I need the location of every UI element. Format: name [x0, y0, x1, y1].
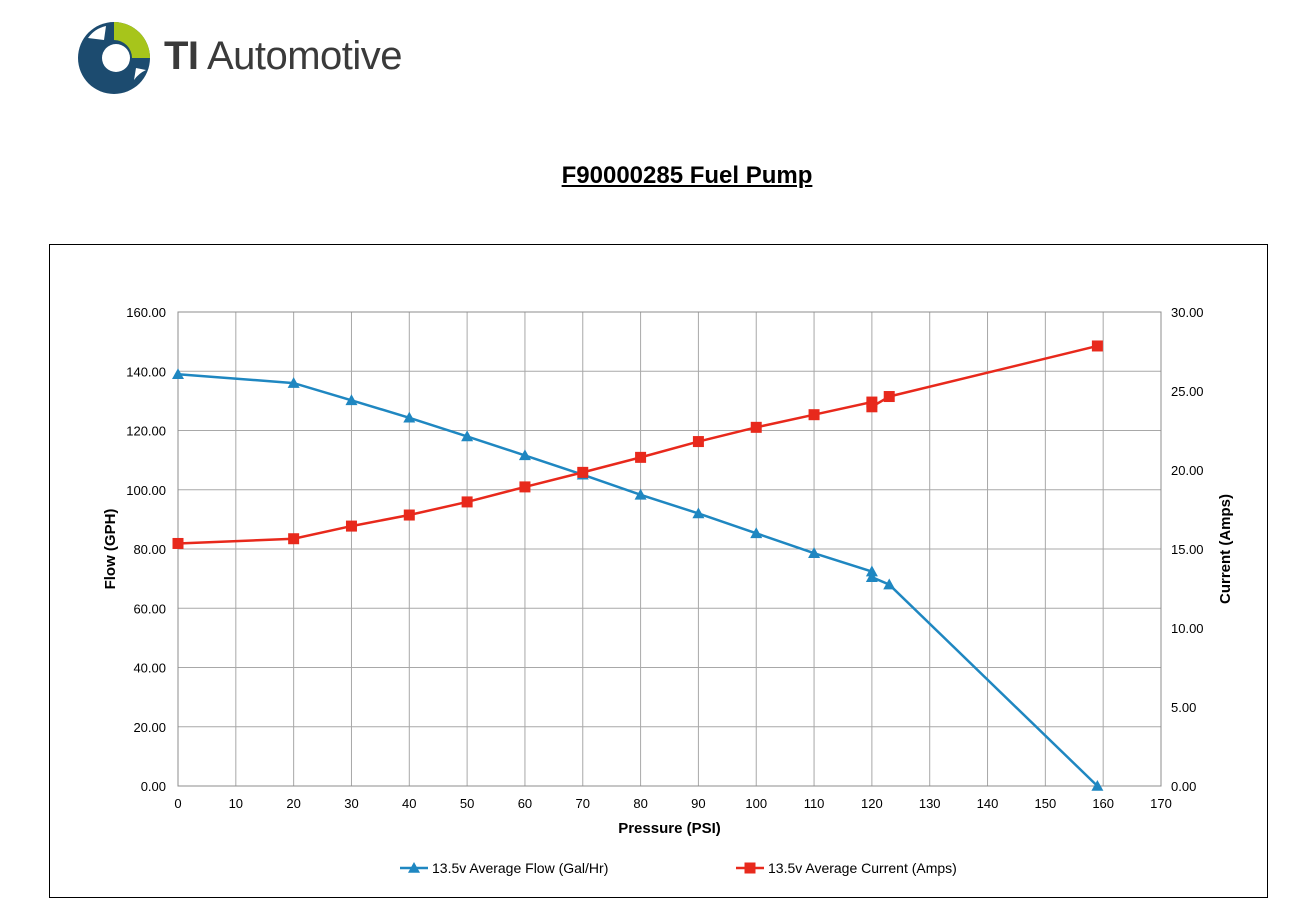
brand-name-bold: TI	[164, 34, 199, 78]
x-tick-label: 40	[402, 796, 416, 811]
data-point-square	[288, 533, 300, 545]
data-point-square	[883, 391, 895, 403]
data-point-triangle	[808, 547, 821, 558]
chart-legend: 13.5v Average Flow (Gal/Hr) 13.5v Average…	[400, 860, 957, 876]
data-point-square	[1091, 340, 1103, 352]
data-point-square	[692, 436, 704, 448]
data-point-triangle	[634, 488, 647, 500]
data-point-triangle	[403, 411, 416, 423]
y2-tick-label: 0.00	[1171, 779, 1196, 794]
chart-ticks: 0 10 20 30 40 50 60 70 80 90 100 110 120 130 140 150 160…	[126, 305, 1203, 811]
chart-markers	[172, 340, 1104, 791]
y-tick-label: 60.00	[133, 601, 166, 616]
y-tick-label: 160.00	[126, 305, 166, 320]
y-axis-title: Flow (GPH)	[102, 509, 119, 590]
y2-tick-label: 5.00	[1171, 700, 1196, 715]
x-tick-label: 70	[576, 796, 590, 811]
y-tick-label: 20.00	[133, 720, 166, 735]
y-tick-label: 0.00	[141, 779, 166, 794]
data-point-triangle	[408, 862, 420, 873]
data-point-triangle	[1091, 780, 1104, 791]
legend-label-1: 13.5v Average Current (Amps)	[768, 860, 957, 876]
y2-axis-title: Current (Amps)	[1217, 494, 1234, 604]
plot-area-border	[177, 311, 1162, 787]
y2-tick-label: 30.00	[1171, 305, 1204, 320]
chart-lines	[177, 344, 1099, 787]
data-point-square	[345, 520, 357, 532]
fuel-pump-chart: 0 10 20 30 40 50 60 70 80 90 100 110 120 130 140 150 160…	[102, 305, 1234, 876]
y-tick-label: 120.00	[126, 424, 166, 439]
y2-tick-label: 25.00	[1171, 384, 1204, 399]
ti-automotive-logo-icon	[78, 22, 150, 94]
x-tick-label: 60	[518, 796, 532, 811]
chart-frame: 0 10 20 30 40 50 60 70 80 90 100 110 120 130 140 150 160…	[49, 244, 1268, 898]
data-point-triangle	[865, 565, 878, 577]
x-tick-label: 0	[174, 796, 181, 811]
brand-logo	[76, 18, 416, 98]
x-tick-label: 140	[977, 796, 999, 811]
series-line-0	[177, 372, 1099, 787]
data-point-triangle	[750, 527, 763, 539]
x-tick-label: 30	[344, 796, 358, 811]
x-tick-label: 170	[1150, 796, 1172, 811]
y2-tick-label: 15.00	[1171, 542, 1204, 557]
brand-name: TI Automotive	[164, 34, 403, 79]
x-tick-label: 100	[745, 796, 767, 811]
y2-tick-label: 10.00	[1171, 621, 1204, 636]
legend-label-0: 13.5v Average Flow (Gal/Hr)	[432, 860, 608, 876]
x-tick-label: 90	[691, 796, 705, 811]
data-point-square	[635, 451, 647, 463]
y-tick-label: 40.00	[133, 661, 166, 676]
chart-title: F90000285 Fuel Pump	[561, 162, 813, 189]
data-point-square	[744, 862, 756, 874]
series-line-1	[177, 344, 1098, 545]
y-tick-label: 80.00	[133, 542, 166, 557]
data-point-triangle	[172, 368, 184, 380]
data-point-triangle	[692, 507, 705, 519]
data-point-triangle	[287, 377, 300, 388]
data-point-square	[750, 421, 762, 433]
data-point-square	[461, 496, 473, 508]
chart-grid	[177, 311, 1162, 787]
x-tick-label: 10	[229, 796, 243, 811]
x-tick-label: 80	[633, 796, 647, 811]
x-tick-label: 130	[919, 796, 941, 811]
y-tick-label: 100.00	[126, 483, 166, 498]
brand-name-rest: Automotive	[198, 34, 403, 78]
data-point-square	[577, 466, 589, 478]
data-point-triangle	[883, 578, 896, 590]
x-axis-title: Pressure (PSI)	[618, 820, 721, 837]
x-tick-label: 20	[286, 796, 300, 811]
x-tick-label: 120	[861, 796, 883, 811]
data-point-triangle	[461, 430, 474, 442]
data-point-square	[866, 401, 878, 413]
data-point-square	[808, 409, 820, 421]
x-tick-label: 50	[460, 796, 474, 811]
x-tick-label: 160	[1092, 796, 1114, 811]
data-point-square	[403, 509, 415, 521]
x-tick-label: 110	[804, 796, 825, 811]
x-tick-label: 150	[1035, 796, 1057, 811]
data-point-triangle	[345, 394, 358, 406]
y2-tick-label: 20.00	[1171, 463, 1204, 478]
data-point-triangle	[865, 571, 878, 582]
data-point-triangle	[518, 449, 531, 461]
data-point-square	[519, 481, 531, 493]
y-tick-label: 140.00	[126, 364, 166, 379]
data-point-square	[172, 537, 184, 549]
